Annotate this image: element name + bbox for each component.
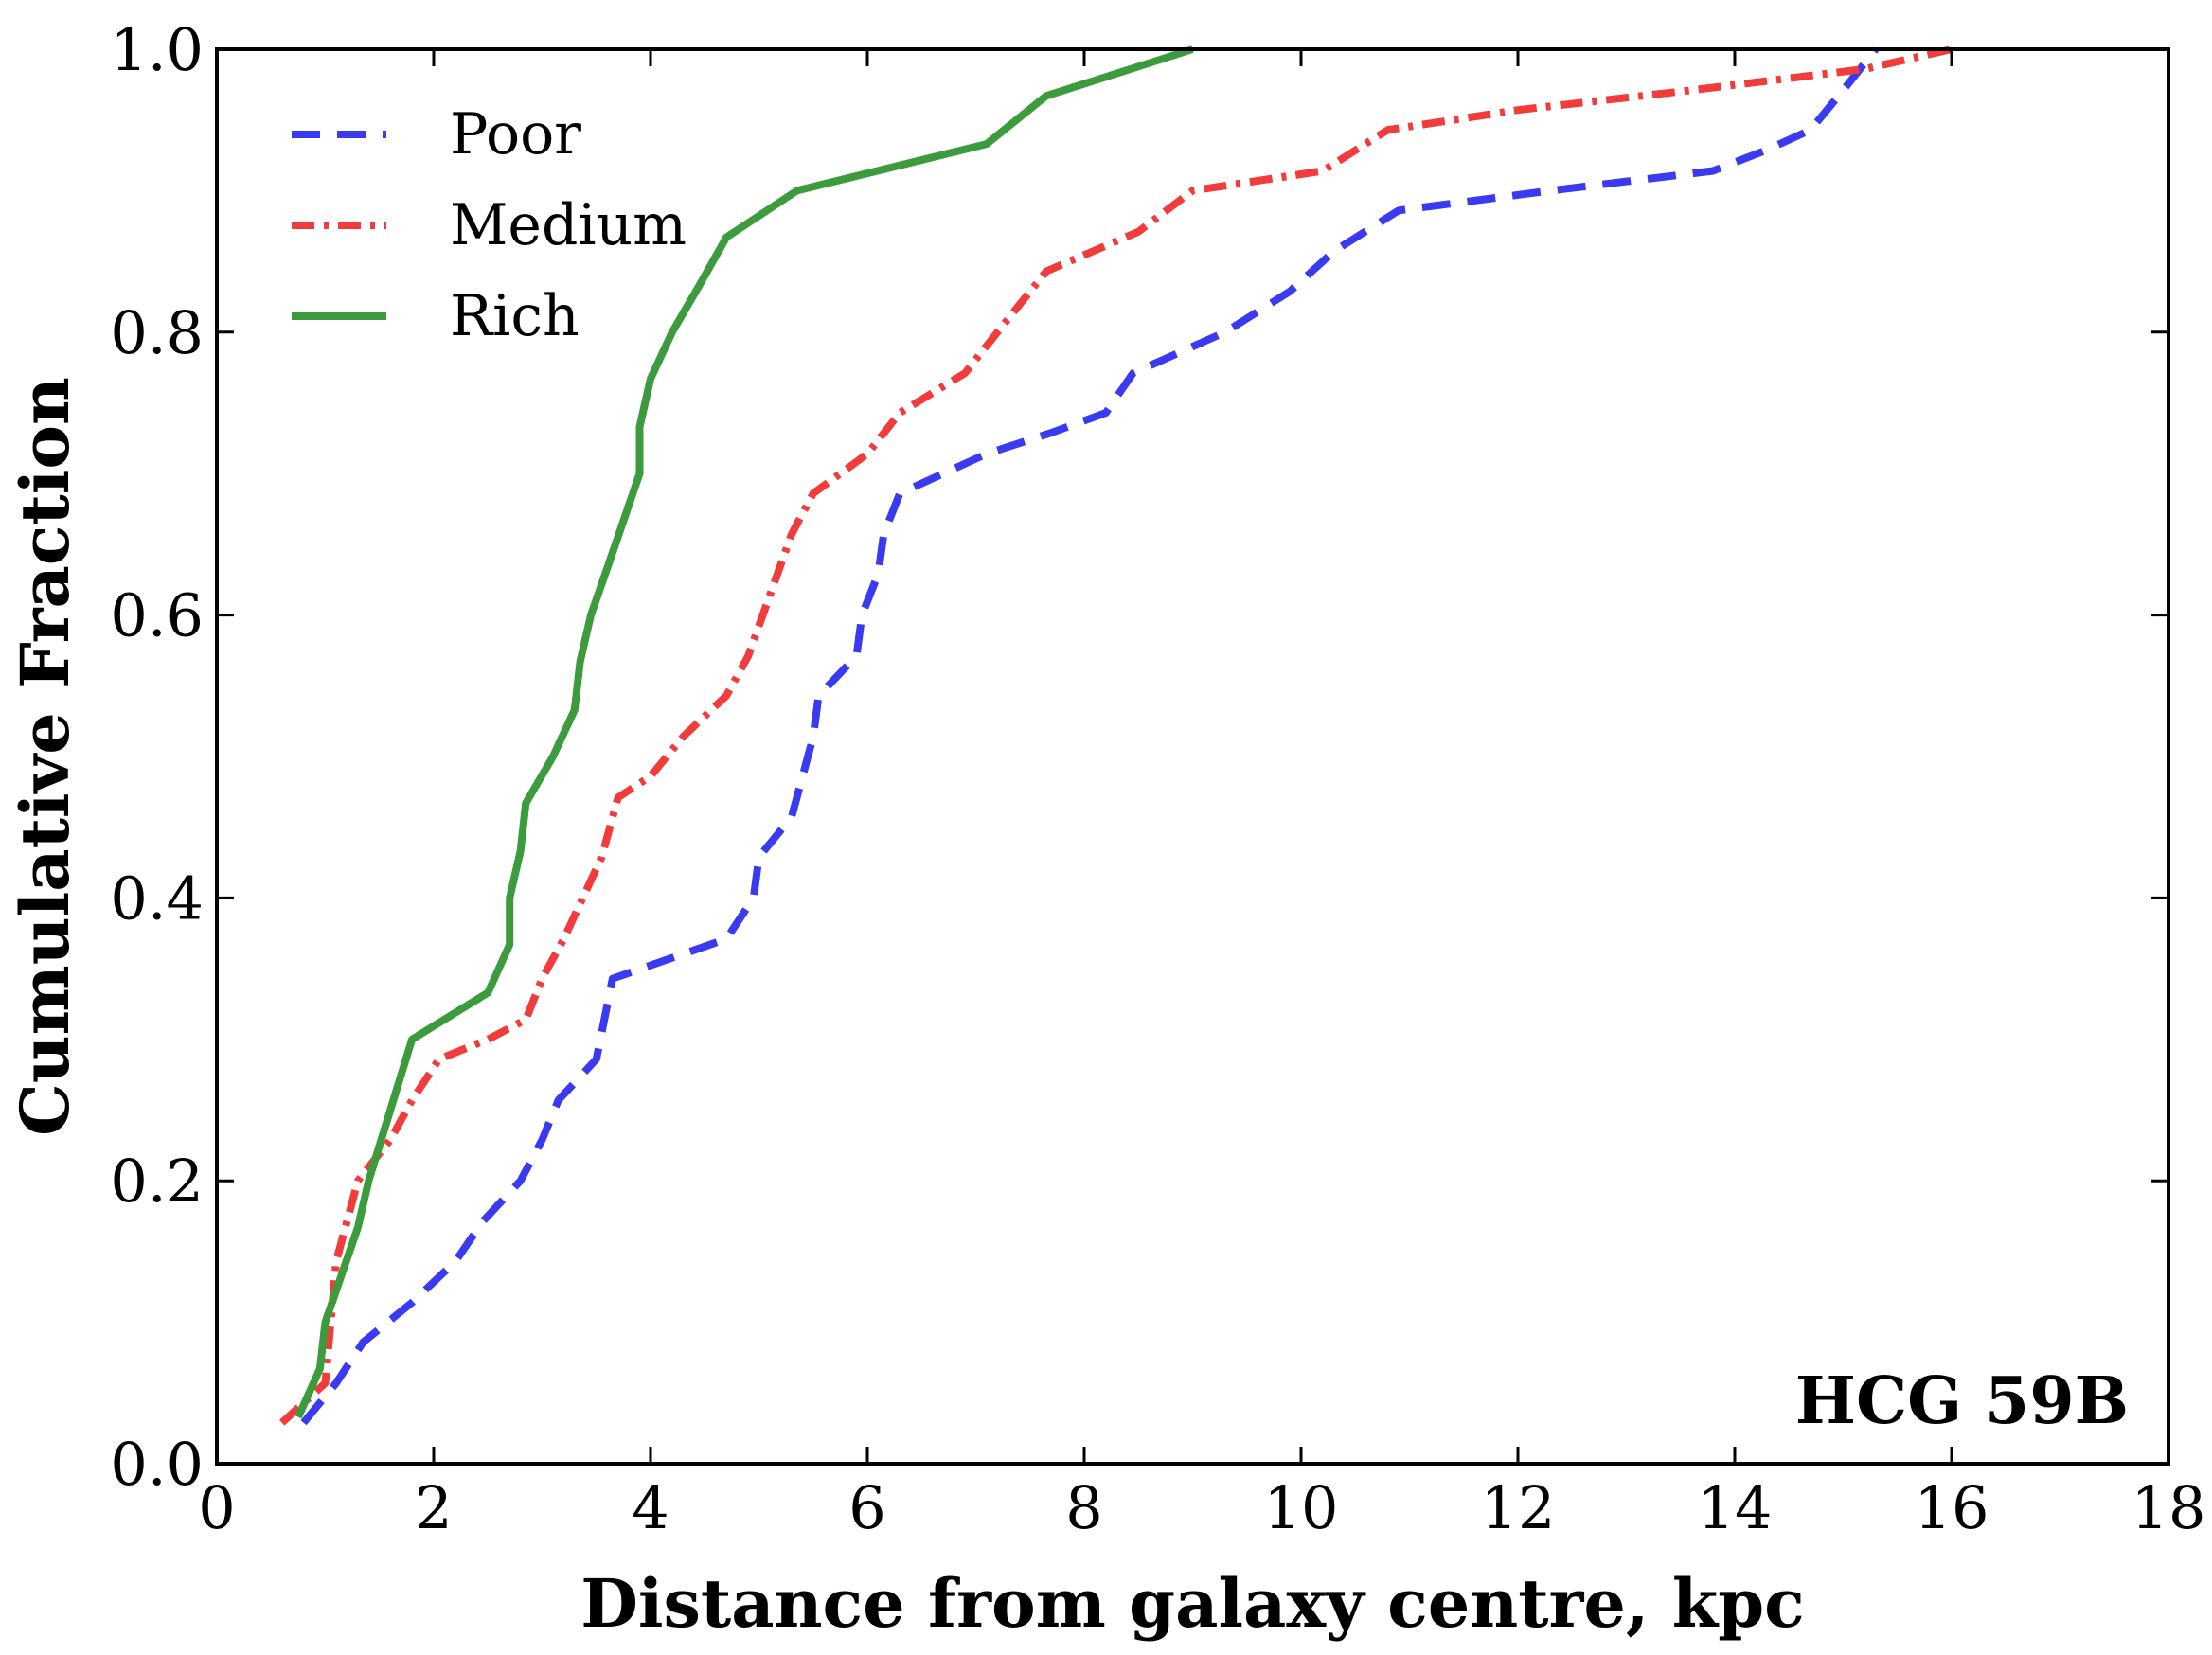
plot-lines (279, 45, 1953, 1426)
legend: Poor Medium Rich (292, 101, 687, 349)
x-tick-label: 6 (848, 1473, 885, 1542)
y-tick-label: 1.0 (110, 15, 204, 84)
plot-frame (215, 47, 2170, 1466)
axis-ticks: 0 2 4 6 8 10 12 14 16 18 0.0 0.2 0.4 0.6 0.8 1.0 (110, 15, 2205, 1542)
y-tick-label: 0.6 (110, 581, 204, 650)
y-axis-label: Cumulative Fraction (6, 377, 84, 1136)
chart-annotation: HCG 59B (1795, 1363, 2129, 1439)
y-tick-label: 0.0 (110, 1430, 204, 1499)
legend-label-medium: Medium (450, 192, 687, 258)
x-tick-label: 14 (1698, 1473, 1773, 1542)
y-tick-label: 0.2 (110, 1147, 204, 1216)
x-tick-label: 8 (1065, 1473, 1102, 1542)
legend-label-poor: Poor (450, 101, 581, 168)
x-axis-label: Distance from galaxy centre, kpc (580, 1564, 1805, 1643)
series-line-rich (294, 45, 1194, 1419)
y-tick-label: 0.4 (110, 863, 204, 933)
x-tick-label: 12 (1481, 1473, 1556, 1542)
x-tick-label: 2 (415, 1473, 452, 1542)
x-tick-label: 16 (1915, 1473, 1989, 1542)
x-tick-label: 18 (2132, 1473, 2206, 1542)
legend-label-rich: Rich (450, 283, 580, 349)
x-tick-label: 10 (1264, 1473, 1339, 1542)
y-tick-label: 0.8 (110, 298, 204, 367)
x-tick-label: 0 (198, 1473, 235, 1542)
series-line-poor (300, 46, 1880, 1426)
series-line-medium (279, 45, 1953, 1426)
x-tick-label: 4 (632, 1473, 669, 1542)
